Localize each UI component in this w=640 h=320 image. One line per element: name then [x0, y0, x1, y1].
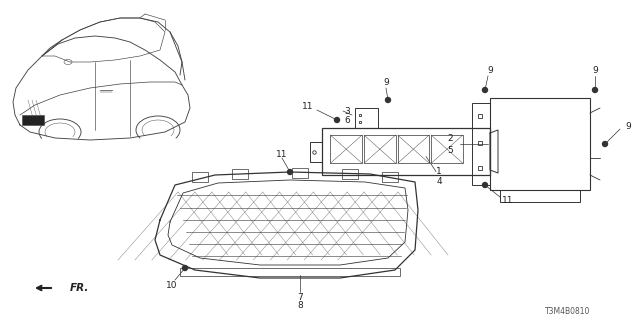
- Circle shape: [483, 182, 488, 188]
- Circle shape: [385, 98, 390, 102]
- Bar: [330, 135, 362, 163]
- Circle shape: [287, 170, 292, 174]
- Text: 7: 7: [297, 292, 303, 301]
- Text: 1: 1: [436, 167, 442, 176]
- Bar: [431, 135, 463, 163]
- Circle shape: [602, 141, 607, 147]
- Bar: [364, 135, 396, 163]
- Text: 11: 11: [276, 149, 288, 158]
- Text: 2: 2: [447, 133, 453, 142]
- Text: 9: 9: [383, 77, 389, 86]
- Text: 8: 8: [297, 300, 303, 309]
- Bar: [397, 135, 429, 163]
- Circle shape: [335, 117, 339, 123]
- Text: 11: 11: [302, 101, 314, 110]
- Bar: [382, 172, 398, 182]
- Bar: [292, 168, 308, 178]
- Text: 9: 9: [592, 66, 598, 75]
- Circle shape: [182, 266, 188, 270]
- Circle shape: [593, 87, 598, 92]
- Bar: [22, 115, 44, 125]
- Bar: [180, 268, 400, 276]
- Bar: [192, 172, 208, 182]
- Bar: [355, 108, 378, 128]
- Text: 5: 5: [447, 146, 453, 155]
- Bar: [310, 141, 322, 162]
- Circle shape: [483, 87, 488, 92]
- Text: 4: 4: [436, 177, 442, 186]
- Text: T3M4B0810: T3M4B0810: [545, 308, 590, 316]
- Text: 6: 6: [344, 116, 350, 124]
- Text: 3: 3: [344, 107, 350, 116]
- Text: 9: 9: [625, 122, 631, 131]
- Bar: [322, 128, 490, 175]
- Bar: [472, 103, 490, 185]
- Bar: [232, 169, 248, 179]
- Text: 9: 9: [487, 66, 493, 75]
- Text: FR.: FR.: [70, 283, 90, 293]
- Bar: [342, 169, 358, 179]
- Bar: [490, 98, 590, 190]
- Text: 11: 11: [502, 196, 514, 204]
- Text: 10: 10: [166, 282, 178, 291]
- Bar: [500, 190, 580, 202]
